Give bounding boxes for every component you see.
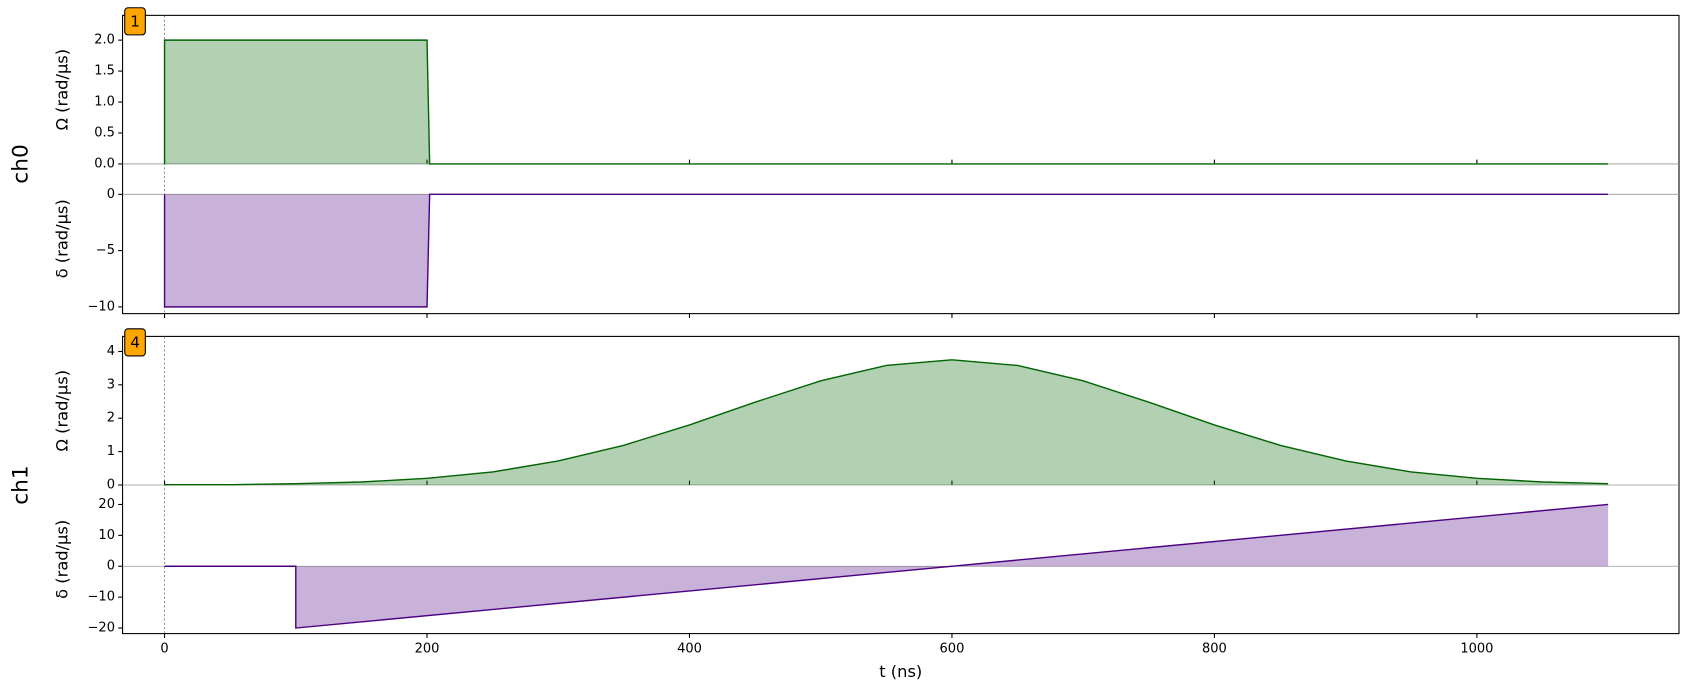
y-tick-label: 0 — [107, 187, 115, 202]
y-tick-label: 1.0 — [94, 95, 115, 110]
area-fill — [164, 504, 1609, 629]
y-tick-label: 20 — [98, 497, 115, 512]
x-axis-label: t (ns) — [879, 662, 922, 681]
waveform — [163, 39, 1609, 165]
area-fill — [164, 359, 1609, 485]
y-tick-label: 0 — [107, 478, 115, 493]
waveform — [164, 359, 1609, 486]
area-fill — [164, 194, 1609, 307]
x-tick-label: 400 — [677, 641, 702, 656]
y-tick-label: 2.0 — [94, 33, 115, 48]
y-tick-label: −20 — [88, 621, 115, 636]
channel-label: ch1 — [9, 465, 34, 504]
badge-label: 4 — [130, 333, 140, 351]
y-tick-label: 2 — [107, 411, 115, 426]
y-tick-label: −5 — [96, 243, 115, 258]
waveform — [163, 193, 1609, 308]
badge — [124, 7, 146, 36]
y-tick-label: 1.5 — [94, 64, 115, 79]
y-tick-label: 10 — [98, 528, 115, 543]
area-fill — [164, 40, 1609, 164]
y-tick-label: 0 — [107, 559, 115, 574]
y-tick-label: 1 — [107, 444, 115, 459]
y-tick-label: 0.0 — [94, 156, 115, 171]
badge-label: 1 — [130, 12, 140, 30]
waveform — [164, 503, 1609, 629]
y-axis-label: δ (rad/µs) — [52, 199, 71, 278]
y-tick-label: 0.5 — [94, 125, 115, 140]
x-tick-label: 0 — [160, 641, 168, 656]
x-tick-label: 800 — [1202, 641, 1227, 656]
x-tick-label: 1000 — [1460, 641, 1493, 656]
x-tick-label: 600 — [940, 641, 965, 656]
y-tick-label: 3 — [107, 377, 115, 392]
y-axis-label: δ (rad/µs) — [52, 520, 71, 599]
y-tick-label: 4 — [107, 344, 115, 359]
y-tick-label: −10 — [88, 590, 115, 605]
badge — [124, 328, 146, 357]
y-axis-label: Ω (rad/µs) — [52, 370, 71, 452]
x-tick-label: 200 — [415, 641, 440, 656]
channel-label: ch0 — [9, 144, 34, 183]
y-tick-label: −10 — [88, 299, 115, 314]
y-axis-label: Ω (rad/µs) — [52, 49, 71, 131]
